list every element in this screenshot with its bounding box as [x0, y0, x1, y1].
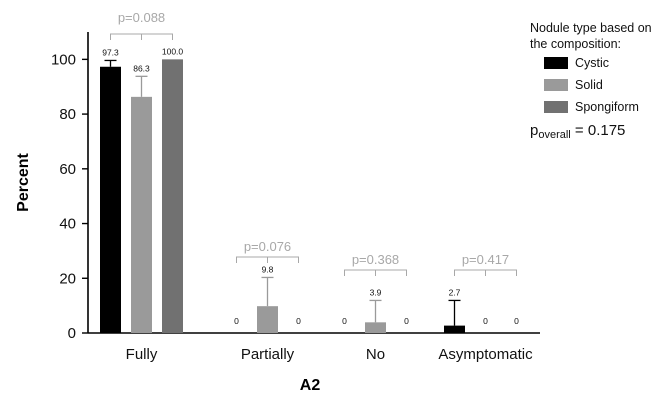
value-label: 0 [296, 316, 301, 326]
bar [162, 59, 183, 333]
value-label: 3.9 [370, 287, 382, 297]
value-label: 0 [342, 316, 347, 326]
x-tick-label: No [366, 346, 385, 363]
legend-swatch-solid [544, 79, 568, 91]
legend: Nodule type based on the composition: Cy… [530, 20, 654, 141]
bar [257, 306, 278, 333]
value-label: 97.3 [102, 47, 119, 57]
value-label: 100.0 [162, 46, 184, 56]
p-overall: poverall = 0.175 [530, 122, 654, 141]
x-tick-label: Asymptomatic [438, 346, 533, 363]
legend-swatch-cystic [544, 57, 568, 69]
p-overall-subscript: overall [538, 129, 571, 141]
legend-item-cystic: Cystic [544, 52, 654, 74]
bar [131, 96, 152, 333]
y-tick-label: 80 [59, 106, 76, 123]
y-tick-label: 20 [59, 270, 76, 287]
y-axis-title: Percent [15, 152, 32, 211]
y-tick-label: 40 [59, 216, 76, 233]
y-tick-label: 60 [59, 161, 76, 178]
p-overall-value: = 0.175 [574, 122, 626, 139]
y-tick-label: 0 [68, 325, 76, 342]
legend-item-spongiform: Spongiform [544, 96, 654, 118]
value-label: 0 [404, 316, 409, 326]
x-axis-title: A2 [300, 377, 321, 394]
value-label: 0 [483, 316, 488, 326]
legend-swatch-spongiform [544, 101, 568, 113]
value-label: 9.8 [262, 264, 274, 274]
legend-item-solid: Solid [544, 74, 654, 96]
bar [444, 325, 465, 333]
p-value-label: p=0.417 [462, 252, 509, 267]
value-label: 86.3 [133, 63, 150, 73]
y-tick-label: 100 [51, 51, 76, 68]
x-tick-label: Fully [126, 346, 158, 363]
legend-label-cystic: Cystic [575, 56, 610, 70]
value-label: 0 [514, 316, 519, 326]
value-label: 2.7 [449, 287, 461, 297]
p-value-label: p=0.088 [118, 10, 165, 25]
legend-label-solid: Solid [575, 78, 603, 92]
p-overall-prefix: p [530, 122, 539, 139]
p-value-label: p=0.368 [352, 252, 399, 267]
x-tick-label: Partially [241, 346, 295, 363]
legend-label-spongiform: Spongiform [575, 100, 639, 114]
p-value-label: p=0.076 [244, 239, 291, 254]
value-label: 0 [234, 316, 239, 326]
bar [100, 66, 121, 333]
legend-title: Nodule type based on the composition: [530, 21, 652, 51]
bar [365, 322, 386, 333]
